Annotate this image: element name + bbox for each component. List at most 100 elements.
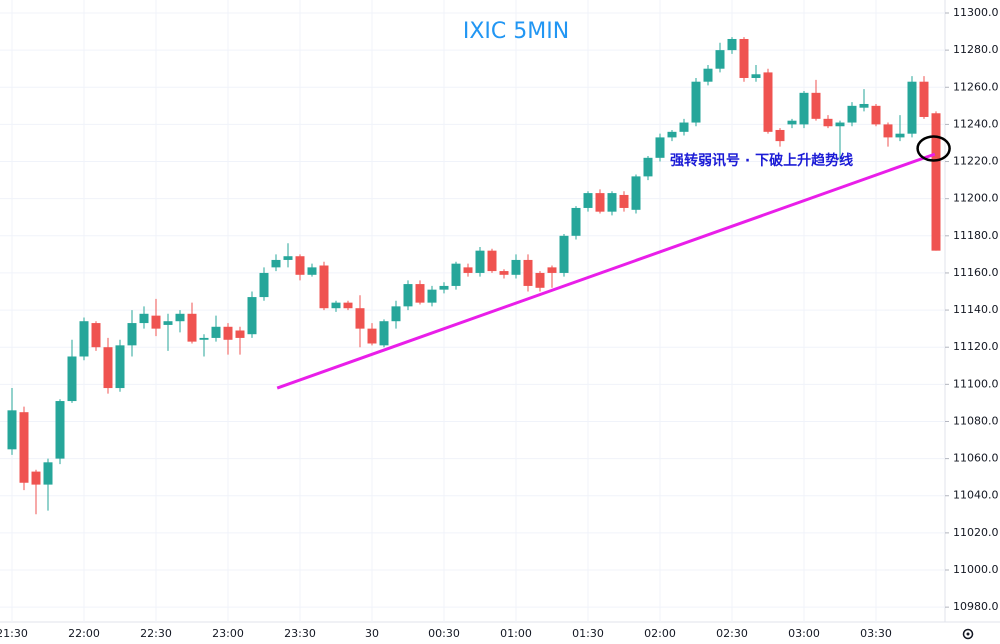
candle-body: [787, 120, 797, 125]
x-tick-label: 21:30: [0, 627, 28, 640]
y-tick-label: 11140.0: [953, 303, 999, 316]
y-tick-label: 11280.0: [953, 43, 999, 56]
candle-body: [907, 81, 917, 134]
candle-body: [655, 137, 665, 158]
candle-body: [415, 284, 425, 303]
candle-body: [619, 194, 629, 208]
candle-body: [247, 297, 257, 335]
candle-body: [31, 471, 41, 485]
x-tick-label: 03:00: [788, 627, 820, 640]
candle-body: [79, 321, 89, 357]
candle-body: [139, 313, 149, 324]
candle-body: [103, 347, 113, 389]
candle-body: [67, 356, 77, 402]
candle-body: [931, 113, 941, 251]
x-tick-label: 23:30: [284, 627, 316, 640]
candle-body: [367, 328, 377, 344]
x-tick-label: 23:00: [212, 627, 244, 640]
candle-body: [499, 271, 509, 275]
x-tick-label: 02:00: [644, 627, 676, 640]
candle-body: [895, 133, 905, 138]
candle-body: [607, 193, 617, 212]
candle-body: [883, 124, 893, 138]
y-tick-label: 11060.0: [953, 452, 999, 465]
chart-title: IXIC 5MIN: [463, 19, 569, 44]
candle-body: [571, 207, 581, 236]
candle-body: [55, 401, 65, 459]
candle-body: [319, 265, 329, 309]
candle-body: [595, 193, 605, 212]
candle-body: [7, 410, 17, 450]
y-tick-label: 11120.0: [953, 340, 999, 353]
candle-body: [667, 131, 677, 138]
candle-body: [487, 250, 497, 272]
y-tick-label: 11200.0: [953, 192, 999, 205]
candle-body: [751, 74, 761, 78]
y-tick-label: 11080.0: [953, 414, 999, 427]
candle-body: [703, 68, 713, 82]
candle-body: [727, 38, 737, 51]
y-tick-label: 11300.0: [953, 6, 999, 19]
candle-body: [631, 176, 641, 210]
y-tick-label: 11160.0: [953, 266, 999, 279]
candle-body: [835, 122, 845, 127]
candle-body: [643, 157, 653, 177]
x-tick-label: 01:30: [572, 627, 604, 640]
candle-body: [235, 330, 245, 338]
candle-body: [799, 92, 809, 125]
candle-body: [583, 193, 593, 208]
candle-body: [859, 103, 869, 108]
x-tick-label: 03:30: [860, 627, 892, 640]
y-tick-label: 11040.0: [953, 489, 999, 502]
candle-body: [475, 250, 485, 273]
y-tick-label: 11000.0: [953, 563, 999, 576]
candle-body: [391, 306, 401, 322]
y-tick-label: 11220.0: [953, 155, 999, 168]
candle-body: [43, 462, 53, 485]
candle-body: [403, 284, 413, 307]
candle-body: [763, 72, 773, 132]
x-tick-label: 01:00: [500, 627, 532, 640]
y-tick-label: 11020.0: [953, 526, 999, 539]
x-tick-label: 30: [365, 627, 379, 640]
candle-body: [295, 256, 305, 275]
candle-body: [547, 267, 557, 273]
candle-body: [307, 267, 317, 275]
trendline: [276, 152, 936, 390]
candle-body: [271, 259, 281, 268]
candle-body: [511, 259, 521, 275]
candle-body: [355, 308, 365, 329]
candle-body: [847, 105, 857, 123]
candle-body: [463, 267, 473, 273]
candle-body: [535, 272, 545, 288]
x-tick-label: 22:00: [68, 627, 100, 640]
candle-body: [871, 105, 881, 125]
candle-body: [151, 315, 161, 329]
x-tick-label: 02:30: [716, 627, 748, 640]
candle-body: [379, 321, 389, 346]
annotation: 强转弱讯号 · 下破上升趋势线: [670, 152, 853, 169]
x-tick-label: 00:30: [428, 627, 460, 640]
candle-body: [811, 92, 821, 119]
candle-body: [331, 302, 341, 309]
candle-body: [187, 313, 197, 342]
y-tick-label: 11180.0: [953, 229, 999, 242]
candle-body: [211, 326, 221, 338]
candle-body: [283, 256, 293, 260]
x-tick-label: 22:30: [140, 627, 172, 640]
settings-icon[interactable]: [962, 628, 974, 640]
candle-body: [223, 326, 233, 340]
candle-body: [127, 323, 137, 346]
candle-body: [439, 285, 449, 290]
candle-body: [343, 302, 353, 309]
candle-body: [691, 81, 701, 123]
plot: [7, 37, 951, 515]
candle-body: [19, 412, 29, 483]
candle-body: [175, 313, 185, 322]
candle-body: [559, 235, 569, 273]
signal-marker: [916, 135, 951, 162]
candle-body: [163, 321, 173, 325]
candle-body: [259, 272, 269, 298]
candle-body: [739, 38, 749, 78]
